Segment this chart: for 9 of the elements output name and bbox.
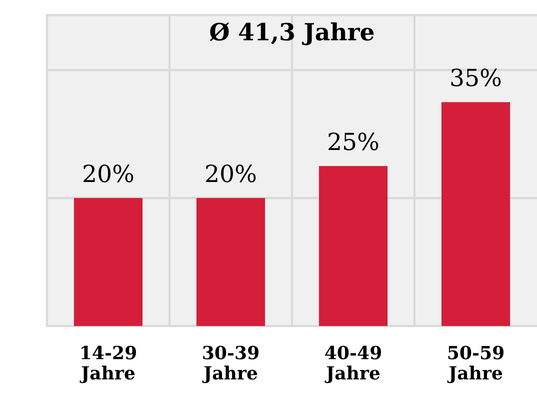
data-label: 25% [328,132,378,150]
data-label: 35% [451,68,501,86]
x-tick-label: 40-49 Jahre [324,346,381,384]
data-label: 20% [206,164,256,182]
x-tick-label: 50-59 Jahre [447,346,504,384]
x-tick-label: 30-39 Jahre [202,346,258,384]
data-label: 20% [84,164,134,182]
chart-title: Ø 41,3 Jahre [210,22,374,46]
x-tick-label: 14-29 Jahre [80,346,136,384]
